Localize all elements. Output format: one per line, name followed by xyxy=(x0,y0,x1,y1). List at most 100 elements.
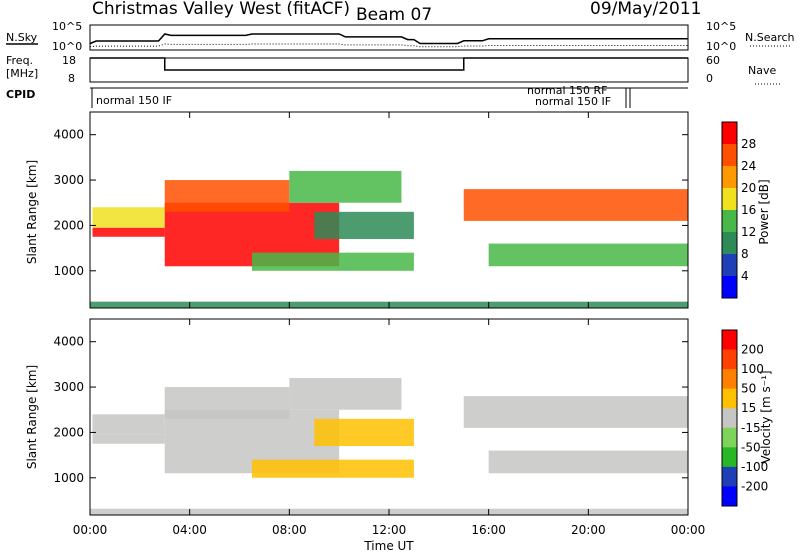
velocity-colorbar-tick-label: -200 xyxy=(741,479,768,493)
nsky-panel: N.Sky 10^5 10^0 10^5 10^0 N.Search xyxy=(6,20,795,53)
power-scatter-band xyxy=(463,189,688,221)
velocity-colorbar-label: Velocity [m s⁻¹] xyxy=(759,370,773,463)
power-colorbar-label: Power [dB] xyxy=(757,179,771,244)
power-y-tick-label: 4000 xyxy=(53,128,84,142)
velocity-scatter-band xyxy=(463,396,688,428)
velocity-y-tick-label: 2000 xyxy=(53,425,84,439)
power-y-tick-label: 1000 xyxy=(53,264,84,278)
x-tick-label: 12:00 xyxy=(372,523,407,537)
nsearch-tick-high: 10^5 xyxy=(706,20,736,33)
power-panel: 4000 3000 2000 1000 Slant Range [km] 28 24 20… xyxy=(25,111,771,309)
power-colorbar-segment xyxy=(722,188,737,211)
power-scatter-band xyxy=(289,170,402,203)
cpid-right-bottom-text: normal 150 IF xyxy=(535,95,611,108)
nsearch-tick-low: 10^0 xyxy=(706,40,736,53)
power-colorbar: 28 24 20 16 12 8 4 xyxy=(721,121,756,299)
velocity-scatter-band xyxy=(92,434,165,444)
power-scatter-band xyxy=(164,180,290,212)
power-colorbar-tick-label: 4 xyxy=(741,269,749,283)
velocity-colorbar-segment xyxy=(722,388,737,409)
nsky-label: N.Sky xyxy=(6,31,38,44)
velocity-colorbar-tick-label: 100 xyxy=(741,362,764,376)
power-colorbar-segment xyxy=(722,122,737,145)
velocity-scatter-band xyxy=(92,414,165,435)
cpid-right-top-text: normal 150 RF xyxy=(527,84,608,97)
frequency-trace xyxy=(90,57,688,71)
power-colorbar-tick-label: 20 xyxy=(741,181,756,195)
x-axis-label: Time UT xyxy=(363,539,414,553)
velocity-scatter-band xyxy=(289,377,402,410)
x-tick-label: 08:00 xyxy=(272,523,307,537)
power-heatmap-cells xyxy=(90,170,688,308)
velocity-scatter-band xyxy=(314,418,414,447)
velocity-colorbar-segment xyxy=(722,447,737,468)
power-y-axis: 4000 3000 2000 1000 xyxy=(53,128,688,278)
velocity-colorbar-tick-label: 200 xyxy=(741,343,764,357)
power-y-tick-label: 3000 xyxy=(53,173,84,187)
power-colorbar-segment xyxy=(722,276,737,299)
power-scatter-band xyxy=(314,211,414,240)
power-colorbar-tick-label: 28 xyxy=(741,137,756,151)
cpid-label: CPID xyxy=(6,88,35,101)
velocity-y-tick-label: 1000 xyxy=(53,471,84,485)
velocity-scatter-band xyxy=(251,459,414,478)
power-colorbar-segment xyxy=(722,166,737,189)
nsearch-label: N.Search xyxy=(745,31,795,44)
velocity-colorbar-segment xyxy=(722,466,737,487)
velocity-colorbar-segment xyxy=(722,349,737,370)
velocity-colorbar-segment xyxy=(722,330,737,351)
velocity-y-tick-label: 3000 xyxy=(53,380,84,394)
power-scatter-band xyxy=(251,252,414,271)
x-tick-label: 16:00 xyxy=(471,523,506,537)
velocity-colorbar-tick-label: -50 xyxy=(741,440,761,454)
cpid-left-text: normal 150 IF xyxy=(96,94,172,107)
power-scatter-band xyxy=(92,227,165,237)
velocity-heatmap-cells xyxy=(90,377,688,515)
nsearch-trace xyxy=(89,43,688,48)
velocity-colorbar: 200 100 50 15 -15 -50 -100 -200 xyxy=(721,329,768,507)
velocity-scatter-band xyxy=(164,387,290,419)
power-y-tick-label: 2000 xyxy=(53,218,84,232)
velocity-colorbar-tick-label: -15 xyxy=(741,421,761,435)
freq-panel: Freq. [MHz] 18 8 60 0 Nave xyxy=(6,54,780,85)
velocity-y-axis: 4000 3000 2000 1000 xyxy=(53,335,688,485)
nsky-trace xyxy=(89,33,688,45)
velocity-colorbar-segment xyxy=(722,486,737,507)
velocity-colorbar-tick-label: 50 xyxy=(741,382,756,396)
x-axis: 00:00 04:00 08:00 12:00 16:00 20:00 00:00 xyxy=(73,112,706,537)
freq-label-2: [MHz] xyxy=(6,67,38,80)
power-colorbar-segment xyxy=(722,144,737,167)
power-colorbar-tick-label: 24 xyxy=(741,159,756,173)
freq-tick-low: 8 xyxy=(68,72,75,85)
velocity-panel: 4000 3000 2000 1000 Slant Range [km] 200 100… xyxy=(25,318,773,516)
power-colorbar-segment xyxy=(722,254,737,277)
power-scatter-band xyxy=(488,243,688,267)
velocity-ylabel: Slant Range [km] xyxy=(25,365,39,469)
nave-tick-high: 60 xyxy=(706,54,720,67)
velocity-y-tick-label: 4000 xyxy=(53,335,84,349)
beam-title: Beam 07 xyxy=(356,5,432,25)
nave-tick-low: 0 xyxy=(706,72,713,85)
velocity-colorbar-segment xyxy=(722,427,737,448)
velocity-colorbar-tick-label: -100 xyxy=(741,460,768,474)
freq-tick-high: 18 xyxy=(62,54,76,67)
nave-label: Nave xyxy=(748,64,776,77)
x-tick-label: 04:00 xyxy=(172,523,207,537)
velocity-colorbar-segment xyxy=(722,408,737,429)
power-colorbar-segment xyxy=(722,232,737,255)
velocity-scatter-band xyxy=(488,450,688,474)
power-colorbar-frame xyxy=(721,121,738,299)
power-colorbar-tick-label: 12 xyxy=(741,225,756,239)
power-colorbar-tick-label: 8 xyxy=(741,247,749,261)
station-title: Christmas Valley West (fitACF) xyxy=(92,0,350,19)
cpid-row: CPID normal 150 IF normal 150 RF normal … xyxy=(6,84,688,108)
power-colorbar-segment xyxy=(722,210,737,233)
power-ylabel: Slant Range [km] xyxy=(25,160,39,264)
nsky-tick-high: 10^5 xyxy=(52,20,82,33)
nsky-tick-low: 10^0 xyxy=(52,40,82,53)
x-tick-label: 00:00 xyxy=(73,523,108,537)
power-colorbar-tick-label: 16 xyxy=(741,203,756,217)
velocity-colorbar-segment xyxy=(722,369,737,390)
x-tick-label: 00:00 xyxy=(671,523,706,537)
